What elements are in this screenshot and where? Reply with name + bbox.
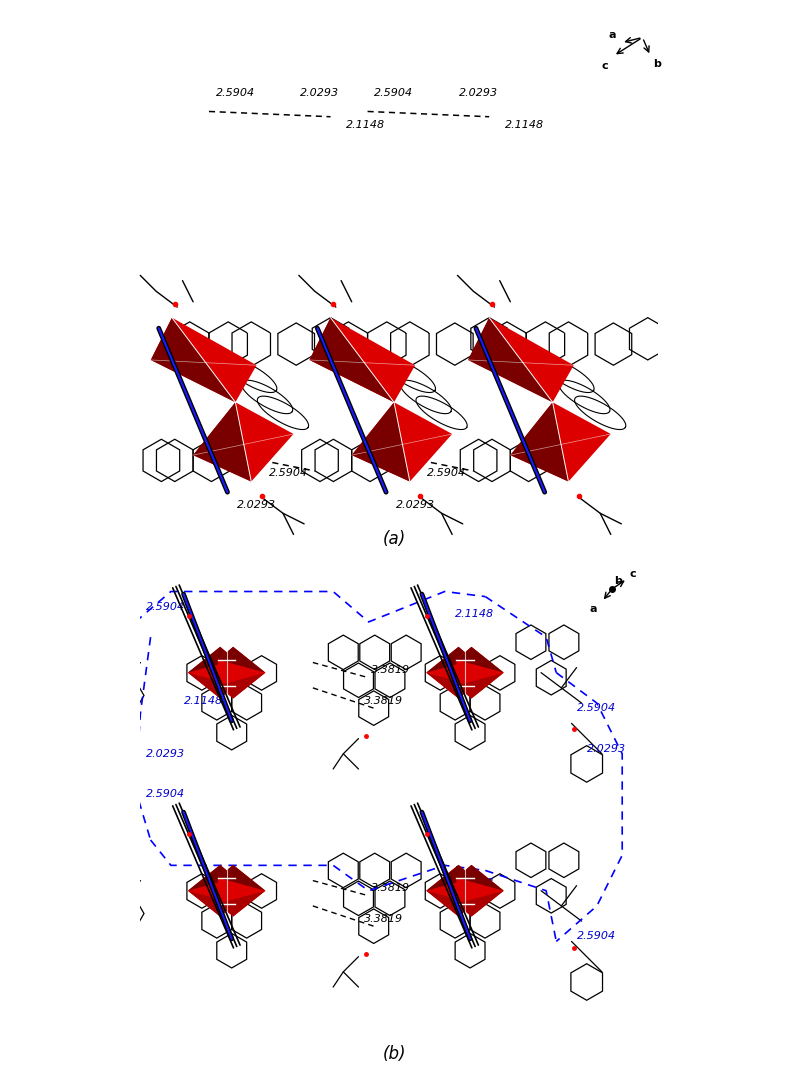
Polygon shape xyxy=(426,891,474,916)
Text: 3.3819: 3.3819 xyxy=(363,696,403,706)
Polygon shape xyxy=(310,317,415,402)
Text: b: b xyxy=(653,58,661,69)
Polygon shape xyxy=(193,402,294,481)
Polygon shape xyxy=(456,865,504,916)
Text: 2.0293: 2.0293 xyxy=(459,88,498,98)
Polygon shape xyxy=(426,865,474,916)
Text: c: c xyxy=(601,62,608,71)
Polygon shape xyxy=(188,646,236,672)
Text: (b): (b) xyxy=(382,1046,406,1063)
Text: 2.1148: 2.1148 xyxy=(505,120,545,129)
Text: c: c xyxy=(630,569,637,578)
Text: 2.0293: 2.0293 xyxy=(587,743,626,754)
Polygon shape xyxy=(188,865,236,891)
Polygon shape xyxy=(456,891,504,916)
Polygon shape xyxy=(456,646,504,698)
Text: (a): (a) xyxy=(382,530,406,548)
Text: 2.1148: 2.1148 xyxy=(455,610,494,619)
Text: 2.0293: 2.0293 xyxy=(146,749,184,759)
Text: 2.5904: 2.5904 xyxy=(216,88,255,98)
Polygon shape xyxy=(310,317,394,402)
Polygon shape xyxy=(188,646,236,698)
Text: 2.5904: 2.5904 xyxy=(269,468,308,478)
Polygon shape xyxy=(218,865,266,891)
Text: b: b xyxy=(615,576,623,587)
Polygon shape xyxy=(218,891,266,916)
Polygon shape xyxy=(218,646,266,672)
Polygon shape xyxy=(151,317,236,402)
Polygon shape xyxy=(468,317,574,402)
Text: 2.0293: 2.0293 xyxy=(300,88,340,98)
Text: 3.3819: 3.3819 xyxy=(371,665,411,675)
Text: 2.1148: 2.1148 xyxy=(455,878,494,888)
Text: 2.5904: 2.5904 xyxy=(146,790,184,800)
Polygon shape xyxy=(426,865,474,891)
Text: 2.1148: 2.1148 xyxy=(410,432,449,441)
Polygon shape xyxy=(351,402,410,481)
Polygon shape xyxy=(188,865,236,916)
Polygon shape xyxy=(218,646,266,698)
Polygon shape xyxy=(468,317,552,402)
Polygon shape xyxy=(511,402,611,481)
Text: 2.5904: 2.5904 xyxy=(577,931,615,941)
Text: 2.5904: 2.5904 xyxy=(577,704,615,713)
Text: 2.1148: 2.1148 xyxy=(251,432,290,441)
Text: 3.3819: 3.3819 xyxy=(371,884,411,893)
Text: 2.5904: 2.5904 xyxy=(374,88,414,98)
Text: 3.3819: 3.3819 xyxy=(363,914,403,924)
Polygon shape xyxy=(218,865,266,916)
Polygon shape xyxy=(426,646,474,698)
Text: a: a xyxy=(589,604,597,614)
Text: 2.1148: 2.1148 xyxy=(347,120,385,129)
Polygon shape xyxy=(456,646,504,672)
Polygon shape xyxy=(426,672,474,698)
Polygon shape xyxy=(188,672,236,698)
Polygon shape xyxy=(218,672,266,698)
Polygon shape xyxy=(193,402,251,481)
Text: a: a xyxy=(608,30,616,40)
Text: 2.0293: 2.0293 xyxy=(237,500,276,510)
Polygon shape xyxy=(188,891,236,916)
Polygon shape xyxy=(456,672,504,698)
Text: 2.0293: 2.0293 xyxy=(396,500,435,510)
Polygon shape xyxy=(151,317,257,402)
Polygon shape xyxy=(456,865,504,891)
Text: 2.1148: 2.1148 xyxy=(184,696,223,706)
Polygon shape xyxy=(511,402,568,481)
Text: 2.5904: 2.5904 xyxy=(146,602,184,612)
Text: 2.5904: 2.5904 xyxy=(427,468,466,478)
Polygon shape xyxy=(351,402,452,481)
Polygon shape xyxy=(426,646,474,672)
